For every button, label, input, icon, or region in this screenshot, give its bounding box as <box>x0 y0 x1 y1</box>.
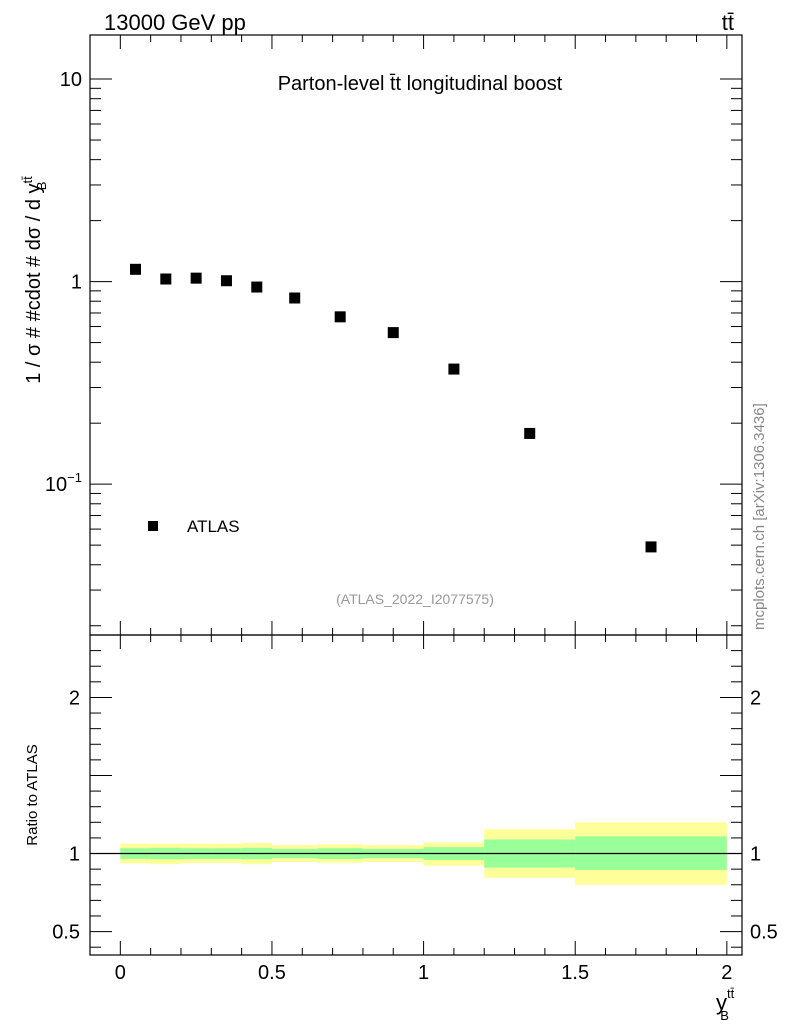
watermark: mcplots.cern.ch [arXiv:1306.3436] <box>751 403 768 630</box>
data-point <box>129 263 141 275</box>
data-point <box>190 272 202 284</box>
data-point <box>524 427 536 439</box>
main-ticks <box>89 35 742 635</box>
main-y-tick-label: 10 <box>60 69 82 91</box>
ratio-y-tick-label-left: 0.5 <box>52 922 80 944</box>
main-frame <box>89 34 743 636</box>
main-y-tick-label: 10−1 <box>45 470 82 496</box>
ratio-y-tick-label-right: 2 <box>750 687 761 709</box>
legend: ATLAS <box>148 517 240 536</box>
main-y-axis-label-sup: tt̄ <box>20 176 35 184</box>
ratio-y-tick-label-right: 0.5 <box>750 922 778 944</box>
main-y-tick-label-sup: −1 <box>67 470 82 485</box>
main-y-axis-label-sub: B <box>34 182 49 191</box>
data-point <box>645 541 657 553</box>
data-point <box>251 281 263 293</box>
x-tick-label: 1 <box>418 962 429 984</box>
x-tick-labels: 0 0.5 1 1.5 2 <box>115 962 733 984</box>
x-tick-label: 2 <box>721 962 732 984</box>
ratio-y-tick-label-left: 2 <box>69 687 80 709</box>
data-point <box>448 363 460 375</box>
main-y-tick-label-base: 1 <box>71 272 82 294</box>
main-panel: Parton-level t̄t longitudinal boost 1011… <box>20 34 743 636</box>
data-points <box>129 263 657 553</box>
ratio-y-tick-labels: 2 2 1 1 0.5 0.5 <box>52 687 778 943</box>
x-axis-label-sup: tt̄ <box>727 986 735 1001</box>
main-y-axis-label: 1 / σ # #cdot # dσ / d ytt̄B <box>20 176 49 384</box>
x-tick-label: 0 <box>115 962 126 984</box>
main-title: Parton-level t̄t longitudinal boost <box>278 73 563 95</box>
analysis-label: (ATLAS_2022_I2077575) <box>336 591 494 607</box>
x-tick-label: 0.5 <box>258 962 286 984</box>
ratio-y-tick-label-right: 1 <box>750 844 761 866</box>
main-y-tick-label-base: 10 <box>45 474 67 496</box>
x-axis-label: ytt̄ B <box>716 986 735 1023</box>
ratio-y-tick-label-left: 1 <box>69 844 80 866</box>
ratio-panel: 2 21 10.5 0.5 0 0.5 1 1.5 2 Ratio to ATLAS ytt̄… <box>24 634 778 1023</box>
x-tick-label: 1.5 <box>561 962 589 984</box>
data-point <box>220 275 232 287</box>
ratio-ticks <box>89 634 742 955</box>
legend-marker <box>148 521 158 531</box>
main-y-tick-label-base: 10 <box>60 69 82 91</box>
energy-label: 13000 GeV pp <box>104 10 246 35</box>
main-y-tick-label: 1 <box>71 272 82 294</box>
data-point <box>160 273 172 285</box>
ratio-y-axis-label: Ratio to ATLAS <box>24 744 41 845</box>
legend-entry-atlas: ATLAS <box>187 517 240 536</box>
data-point <box>289 292 301 304</box>
data-point <box>334 311 346 323</box>
data-point <box>387 327 399 339</box>
process-label: tt̄ <box>722 10 734 35</box>
x-axis-label-sub: B <box>720 1008 729 1023</box>
ratio-frame <box>89 634 743 956</box>
